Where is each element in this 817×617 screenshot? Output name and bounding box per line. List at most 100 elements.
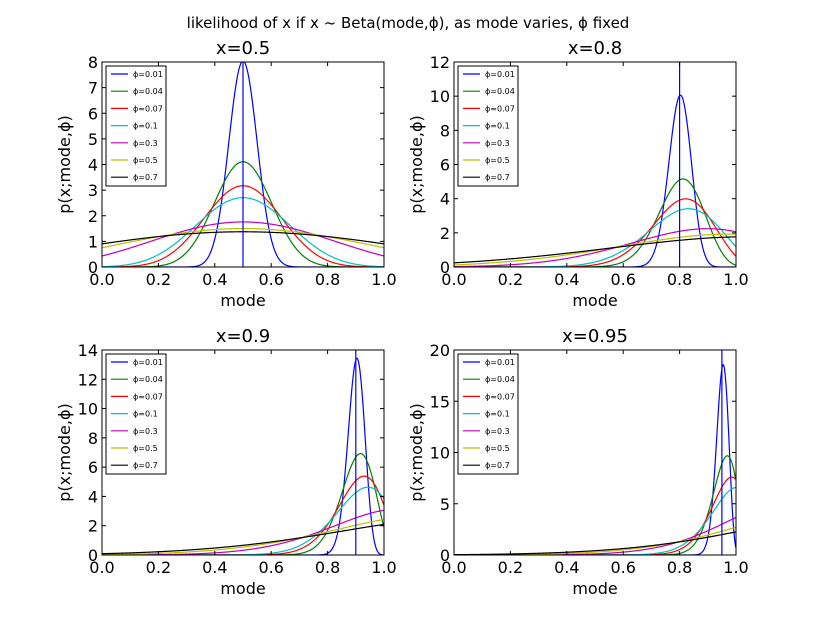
legend-entry: ϕ=0.5 bbox=[133, 444, 158, 453]
y-axis-label: p(x;mode,ϕ) bbox=[55, 115, 74, 214]
legend-entry: ϕ=0.07 bbox=[133, 392, 163, 401]
x-tick-label: 0.0 bbox=[441, 558, 466, 577]
legend-entry: ϕ=0.07 bbox=[485, 392, 515, 401]
x-tick-label: 0.2 bbox=[146, 558, 171, 577]
legend-entry: ϕ=0.07 bbox=[133, 104, 163, 113]
legend-entry: ϕ=0.5 bbox=[485, 444, 510, 453]
x-tick-label: 0.6 bbox=[610, 270, 635, 289]
x-tick-label: 0.4 bbox=[202, 270, 227, 289]
legend-entry: ϕ=0.01 bbox=[133, 70, 163, 79]
y-tick-label: 4 bbox=[88, 156, 98, 175]
x-tick-label: 0.4 bbox=[554, 270, 579, 289]
series-line bbox=[454, 94, 736, 267]
legend-entry: ϕ=0.3 bbox=[133, 139, 158, 148]
subplot-title: x=0.95 bbox=[562, 326, 628, 347]
legend-entry: ϕ=0.5 bbox=[133, 156, 158, 165]
x-axis-label: mode bbox=[572, 579, 617, 598]
x-tick-label: 0.4 bbox=[554, 558, 579, 577]
y-tick-label: 10 bbox=[430, 87, 450, 106]
x-tick-label: 0.0 bbox=[89, 558, 114, 577]
x-axis-label: mode bbox=[572, 291, 617, 310]
legend-entry: ϕ=0.01 bbox=[485, 70, 515, 79]
legend-entry: ϕ=0.1 bbox=[485, 122, 510, 131]
series-line bbox=[454, 198, 736, 267]
subplot: x=0.95 0.0 0.2 0.4 0.6 0.8 1.0 0 5 10 15 20 mode p(x;… bbox=[407, 326, 749, 598]
legend-entry: ϕ=0.1 bbox=[485, 410, 510, 419]
legend: ϕ=0.01 ϕ=0.04 ϕ=0.07 ϕ=0.1 ϕ=0.3 ϕ=0.5 ϕ=0.7 bbox=[105, 353, 167, 475]
series-line bbox=[454, 476, 736, 555]
legend-entry: ϕ=0.3 bbox=[485, 427, 510, 436]
x-tick-label: 0.0 bbox=[89, 270, 114, 289]
x-tick-label: 0.8 bbox=[667, 558, 692, 577]
y-axis-label: p(x;mode,ϕ) bbox=[407, 115, 426, 214]
x-tick-label: 0.8 bbox=[667, 270, 692, 289]
y-tick-label: 14 bbox=[78, 341, 98, 360]
y-tick-label: 0 bbox=[88, 258, 98, 277]
x-tick-label: 0.2 bbox=[498, 270, 523, 289]
y-tick-label: 8 bbox=[88, 53, 98, 72]
series-line bbox=[102, 357, 384, 555]
y-tick-label: 7 bbox=[88, 79, 98, 98]
x-tick-label: 1.0 bbox=[723, 558, 748, 577]
x-tick-label: 0.2 bbox=[146, 270, 171, 289]
subplot-title: x=0.9 bbox=[216, 326, 270, 347]
legend-entry: ϕ=0.7 bbox=[485, 173, 510, 182]
x-tick-label: 1.0 bbox=[371, 270, 396, 289]
x-tick-label: 1.0 bbox=[723, 270, 748, 289]
legend-entry: ϕ=0.5 bbox=[485, 156, 510, 165]
subplot: x=0.9 0.0 0.2 0.4 0.6 0.8 1.0 0 2 4 6 8 10 12 14 mode p(… bbox=[55, 326, 397, 598]
series-line bbox=[102, 518, 384, 555]
y-tick-label: 4 bbox=[88, 487, 98, 506]
y-tick-label: 3 bbox=[88, 181, 98, 200]
legend-entry: ϕ=0.3 bbox=[485, 139, 510, 148]
y-tick-label: 6 bbox=[88, 458, 98, 477]
legend-entry: ϕ=0.1 bbox=[133, 122, 158, 131]
y-axis-label: p(x;mode,ϕ) bbox=[55, 403, 74, 502]
legend: ϕ=0.01 ϕ=0.04 ϕ=0.07 ϕ=0.1 ϕ=0.3 ϕ=0.5 ϕ=0.7 bbox=[457, 65, 519, 187]
series-line bbox=[454, 228, 736, 267]
x-tick-label: 0.6 bbox=[258, 270, 283, 289]
y-tick-label: 4 bbox=[440, 190, 450, 209]
subplot: x=0.5 0.0 0.2 0.4 0.6 0.8 1.0 0 1 2 3 4 5 6 7 8 mode p(x;… bbox=[55, 38, 397, 310]
series-line bbox=[454, 455, 736, 555]
legend-entry: ϕ=0.04 bbox=[133, 375, 163, 384]
y-tick-label: 1 bbox=[88, 232, 98, 251]
y-tick-label: 2 bbox=[88, 207, 98, 226]
subplot: x=0.8 0.0 0.2 0.4 0.6 0.8 1.0 0 2 4 6 8 10 12 mode p(x;… bbox=[407, 38, 749, 310]
x-axis-label: mode bbox=[220, 291, 265, 310]
y-tick-label: 0 bbox=[440, 258, 450, 277]
subplot-title: x=0.8 bbox=[568, 38, 622, 59]
legend-entry: ϕ=0.1 bbox=[133, 410, 158, 419]
legend-entry: ϕ=0.7 bbox=[133, 173, 158, 182]
y-tick-label: 0 bbox=[440, 546, 450, 565]
x-tick-label: 1.0 bbox=[371, 558, 396, 577]
plot-area bbox=[454, 62, 736, 267]
series-line bbox=[102, 523, 384, 555]
legend-entry: ϕ=0.7 bbox=[133, 461, 158, 470]
y-tick-label: 12 bbox=[430, 53, 450, 72]
x-tick-label: 0.2 bbox=[498, 558, 523, 577]
legend: ϕ=0.01 ϕ=0.04 ϕ=0.07 ϕ=0.1 ϕ=0.3 ϕ=0.5 ϕ=0.7 bbox=[457, 353, 519, 475]
y-tick-label: 20 bbox=[430, 341, 450, 360]
subplot-title: x=0.5 bbox=[216, 38, 270, 59]
x-tick-label: 0.8 bbox=[315, 270, 340, 289]
y-tick-label: 10 bbox=[78, 400, 98, 419]
legend-entry: ϕ=0.7 bbox=[485, 461, 510, 470]
legend-entry: ϕ=0.3 bbox=[133, 427, 158, 436]
series-line bbox=[454, 233, 736, 266]
axes-frame bbox=[101, 349, 385, 556]
legend-entry: ϕ=0.04 bbox=[485, 375, 515, 384]
series-line bbox=[102, 453, 384, 555]
x-tick-label: 0.0 bbox=[441, 270, 466, 289]
y-tick-label: 10 bbox=[430, 444, 450, 463]
y-tick-label: 2 bbox=[88, 517, 98, 536]
y-tick-label: 12 bbox=[78, 370, 98, 389]
legend-entry: ϕ=0.04 bbox=[485, 87, 515, 96]
legend-entry: ϕ=0.04 bbox=[133, 87, 163, 96]
y-tick-label: 0 bbox=[88, 546, 98, 565]
y-tick-label: 8 bbox=[440, 121, 450, 140]
legend: ϕ=0.01 ϕ=0.04 ϕ=0.07 ϕ=0.1 ϕ=0.3 ϕ=0.5 ϕ=0.7 bbox=[105, 65, 167, 187]
legend-entry: ϕ=0.07 bbox=[485, 104, 515, 113]
x-tick-label: 0.8 bbox=[315, 558, 340, 577]
